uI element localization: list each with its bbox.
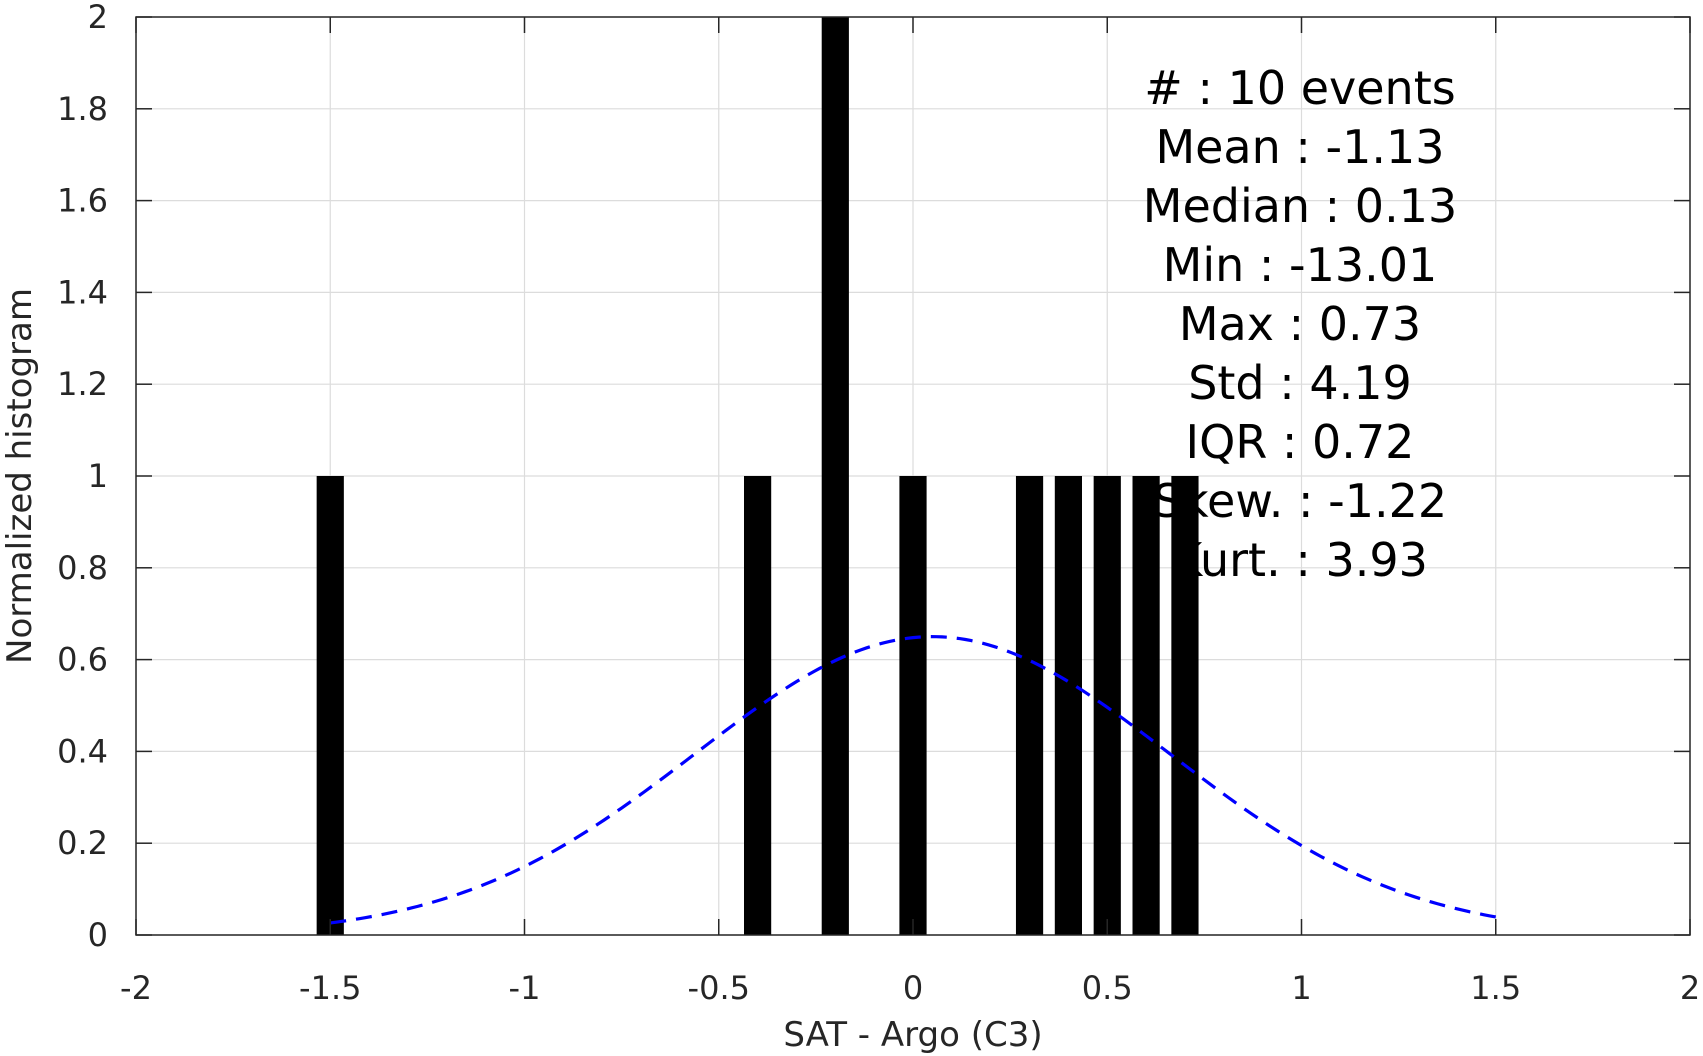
stats-line: Min : -13.01 (1163, 238, 1438, 292)
x-tick-label: 0 (903, 969, 923, 1007)
y-tick-labels: 0 0.2 0.4 0.6 0.8 1 1.2 1.4 1.6 1.8 2 (57, 0, 108, 954)
y-tick-label: 1.6 (57, 182, 108, 220)
normal-fit-curve (330, 635, 1497, 925)
stats-line: Mean : -1.13 (1155, 120, 1444, 174)
stats-line: Std : 4.19 (1188, 356, 1412, 410)
y-tick-label: 2 (88, 0, 108, 36)
histogram-bar (744, 476, 772, 935)
stats-line: Median : 0.13 (1143, 179, 1457, 233)
y-axis-label: Normalized histogram (0, 288, 40, 664)
y-tick-label: 1.2 (57, 365, 108, 403)
x-axis-label: SAT - Argo (C3) (783, 1015, 1042, 1055)
y-tick-label: 0.6 (57, 641, 108, 679)
histogram-bar (1171, 476, 1199, 935)
y-tick-label: 0 (88, 916, 108, 954)
x-tick-label: -0.5 (688, 969, 750, 1007)
x-tick-label: -1 (509, 969, 541, 1007)
axis-ticks (135, 16, 1691, 936)
histogram-bar (899, 476, 927, 935)
y-tick-label: 0.2 (57, 824, 108, 862)
histogram-bars (316, 17, 1199, 935)
stats-line: Skew. : -1.22 (1153, 474, 1447, 528)
y-tick-label: 1.4 (57, 273, 108, 311)
histogram-bar (1054, 476, 1082, 935)
x-tick-label: 1 (1291, 969, 1311, 1007)
stats-line: Kurt. : 3.93 (1172, 533, 1428, 587)
x-tick-labels: -2 -1.5 -1 -0.5 0 0.5 1 1.5 2 (120, 969, 1700, 1007)
histogram-bar (1132, 476, 1160, 935)
stats-line: IQR : 0.72 (1186, 415, 1415, 469)
histogram-bar (821, 17, 849, 935)
stats-line: # : 10 events (1144, 61, 1455, 115)
x-tick-label: -2 (120, 969, 152, 1007)
x-tick-label: 2 (1680, 969, 1700, 1007)
histogram-bar (1015, 476, 1044, 935)
y-tick-label: 1 (88, 457, 108, 495)
y-tick-label: 0.8 (57, 549, 108, 587)
histogram-bar (316, 476, 344, 935)
x-tick-label: -1.5 (299, 969, 361, 1007)
x-tick-label: 0.5 (1082, 969, 1133, 1007)
x-tick-label: 1.5 (1470, 969, 1521, 1007)
stats-line: Max : 0.73 (1179, 297, 1421, 351)
y-tick-label: 1.8 (57, 90, 108, 128)
y-tick-label: 0.4 (57, 732, 108, 770)
